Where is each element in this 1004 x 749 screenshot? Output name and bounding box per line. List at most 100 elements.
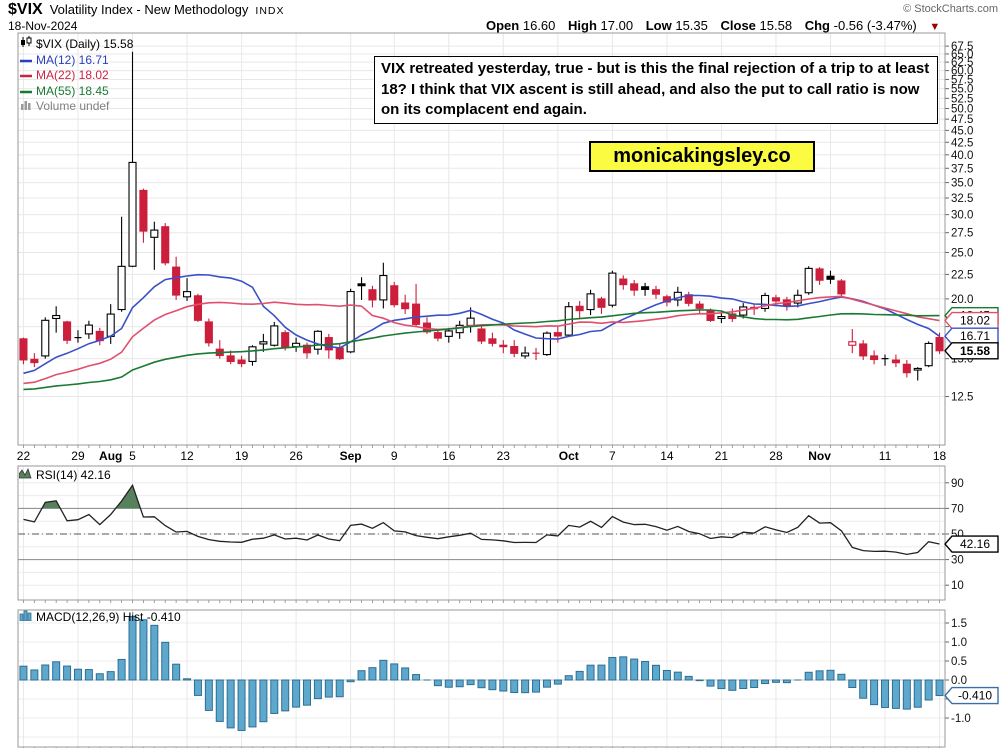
macd-bar: [891, 679, 900, 709]
low-value: 15.35: [675, 18, 708, 33]
svg-text:15.58: 15.58: [960, 344, 990, 358]
svg-text:18.02: 18.02: [960, 314, 990, 328]
price-tag: [944, 311, 999, 330]
svg-text:0.5: 0.5: [951, 656, 967, 668]
svg-text:90: 90: [951, 478, 964, 490]
candle-body: [619, 278, 628, 286]
svg-text:1.5: 1.5: [951, 618, 967, 630]
candle-body: [172, 266, 181, 296]
svg-text:22: 22: [17, 449, 31, 463]
legend-price-label: $VIX (Daily) 15.58: [36, 36, 134, 51]
svg-text:50.0: 50.0: [951, 103, 973, 115]
rsi-area-icon: [18, 467, 32, 482]
macd-bar: [826, 669, 835, 681]
svg-text:52.5: 52.5: [951, 93, 973, 105]
svg-text:21: 21: [715, 449, 729, 463]
macd-bar: [346, 679, 355, 683]
candle-body: [477, 328, 486, 342]
candle-body: [630, 283, 639, 291]
candle-body: [226, 355, 235, 362]
candle-body: [84, 324, 93, 335]
price-tag: [944, 327, 999, 345]
candle-body: [564, 306, 573, 336]
candlestick-icon: [19, 36, 32, 53]
price-tag: [944, 342, 999, 360]
low-label: Low: [645, 18, 672, 33]
macd-bar: [466, 679, 475, 686]
macd-bar: [204, 679, 213, 711]
candle-body: [521, 352, 530, 357]
macd-bar: [412, 674, 421, 681]
legend-row-ma12: MA(12) 16.71: [19, 53, 133, 69]
ma55-line-swatch-icon: [19, 84, 32, 100]
candle-body: [804, 267, 813, 294]
candle-body: [793, 294, 802, 304]
macd-bar: [662, 669, 671, 681]
svg-text:19: 19: [235, 449, 249, 463]
svg-text:Nov: Nov: [808, 449, 831, 463]
candle-body: [891, 359, 900, 364]
candle-body: [902, 363, 911, 374]
candle-body: [346, 290, 355, 353]
macd-bar: [433, 679, 442, 687]
svg-text:29: 29: [71, 449, 85, 463]
candle-body: [302, 344, 312, 354]
candle-body: [641, 286, 650, 290]
svg-text:26: 26: [289, 449, 303, 463]
svg-text:10: 10: [951, 580, 964, 592]
open-label: Open: [486, 18, 520, 33]
svg-text:60.0: 60.0: [951, 66, 973, 78]
legend-row-price: $VIX (Daily) 15.58: [19, 36, 133, 53]
candle-body: [848, 341, 857, 346]
macd-bar: [270, 679, 279, 714]
macd-bar: [313, 679, 322, 700]
candle-body: [935, 337, 944, 352]
candle-body: [390, 285, 399, 306]
macd-bar: [837, 673, 846, 681]
candle-body: [586, 293, 595, 311]
macd-bar: [804, 671, 813, 681]
macd-bar: [597, 664, 606, 681]
candle-body: [30, 358, 39, 364]
macd-bar: [401, 667, 410, 681]
candle-body: [161, 226, 170, 264]
macd-bar: [564, 675, 573, 681]
svg-text:42.5: 42.5: [951, 137, 973, 149]
candle-body: [608, 272, 617, 306]
candle-body: [281, 332, 290, 348]
candle-body: [401, 302, 410, 310]
candle-body: [52, 314, 61, 320]
macd-bar: [739, 679, 748, 690]
macd-bar: [73, 668, 82, 681]
candle-body: [357, 283, 366, 287]
candle-body: [771, 297, 781, 302]
macd-bar: [259, 679, 268, 723]
macd-bar: [608, 656, 617, 681]
candle-body: [444, 330, 453, 337]
macd-bar: [390, 663, 399, 681]
macd-bar: [161, 641, 170, 681]
macd-bar: [292, 679, 301, 708]
macd-bar: [913, 679, 922, 708]
candle-body: [248, 346, 257, 362]
svg-text:23: 23: [497, 449, 511, 463]
macd-bar: [902, 679, 911, 710]
candle-body: [41, 319, 50, 357]
analyst-annotation-box: VIX retreated yesterday, true - but is t…: [374, 56, 938, 124]
legend-ma22-label: MA(22) 18.02: [36, 68, 109, 82]
macd-bar: [248, 679, 257, 728]
ma22-line-swatch-icon: [19, 68, 32, 84]
macd-bar: [510, 679, 519, 694]
svg-text:11: 11: [879, 449, 892, 463]
candle-body: [335, 347, 344, 360]
svg-text:5: 5: [129, 449, 136, 463]
candle-body: [706, 310, 715, 321]
macd-bar: [150, 624, 159, 681]
price-tag: [944, 535, 999, 553]
svg-text:18: 18: [933, 449, 947, 463]
svg-text:35.0: 35.0: [951, 178, 973, 190]
legend-volume-label: Volume undef: [36, 99, 110, 113]
svg-text:28: 28: [769, 449, 783, 463]
